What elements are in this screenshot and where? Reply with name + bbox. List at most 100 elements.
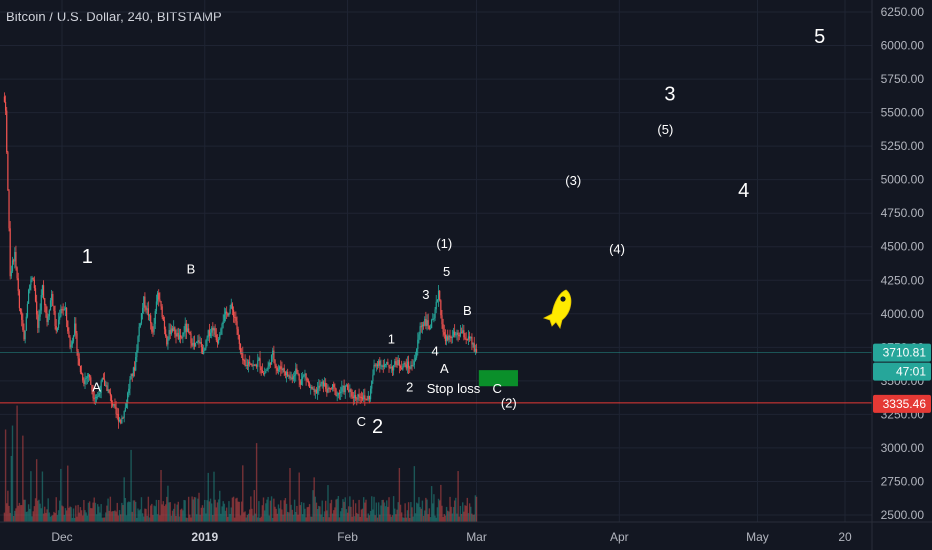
volume-bar (398, 467, 401, 522)
candle-body (378, 360, 380, 367)
volume-bar (473, 514, 475, 522)
volume-bar (281, 509, 283, 522)
volume-bar (326, 510, 328, 522)
candle-body (352, 396, 354, 399)
volume-bar (339, 511, 342, 522)
candle-body (449, 335, 451, 338)
volume-bar (145, 508, 147, 522)
candle-body (130, 373, 132, 380)
candle-body (288, 375, 290, 377)
candle-body (243, 360, 245, 362)
volume-bar (350, 506, 352, 522)
candle-body (330, 388, 333, 390)
candle-body (432, 319, 434, 321)
volume-bar (246, 515, 249, 522)
candle-body (146, 308, 148, 310)
volume-bar (310, 516, 312, 522)
volume-bar (251, 508, 253, 522)
candle-body (331, 384, 334, 389)
candle-body (361, 397, 364, 400)
volume-bar (12, 516, 15, 522)
volume-bar (456, 513, 458, 522)
candle-body (275, 365, 277, 368)
volume-bar (418, 497, 420, 522)
candle-body (448, 335, 450, 340)
volume-bar (321, 500, 323, 522)
volume-bar (45, 512, 47, 522)
candle-body (382, 365, 384, 367)
volume-bar (453, 500, 456, 522)
candle-body (459, 332, 462, 337)
candle-body (369, 388, 372, 400)
candle-body (249, 361, 251, 364)
candle-body (93, 398, 95, 400)
volume-bar (128, 501, 130, 522)
candle-body (133, 367, 136, 371)
wave-label: (2) (501, 396, 517, 411)
candle-body (260, 367, 262, 371)
candle-body (98, 393, 100, 397)
time-axis-label: May (746, 530, 769, 544)
volume-bar (248, 509, 251, 522)
volume-bar (225, 507, 228, 522)
candle-body (261, 370, 263, 374)
price-axis-label: 5750.00 (881, 72, 925, 86)
volume-bar (442, 516, 444, 522)
volume-bar (31, 516, 33, 522)
volume-bar (111, 511, 114, 522)
candle-body (429, 328, 432, 330)
volume-bar (231, 497, 234, 522)
volume-bar (152, 515, 154, 522)
volume-bar (333, 510, 335, 522)
volume-bar (427, 514, 429, 522)
volume-bar (40, 508, 42, 522)
volume-bar (343, 501, 345, 522)
volume-bar (306, 507, 308, 522)
price-axis-label: 3000.00 (881, 441, 925, 455)
volume-bar (297, 514, 299, 522)
candle-body (89, 374, 91, 378)
volume-bar (421, 500, 424, 522)
volume-bar (201, 505, 204, 522)
volume-bar (277, 504, 280, 522)
volume-bar (92, 502, 94, 522)
volume-bar (425, 497, 427, 522)
volume-bar (35, 459, 38, 522)
volume-bar (120, 514, 122, 522)
candle-body (232, 309, 235, 317)
volume-bar (253, 490, 255, 522)
volume-bar (328, 517, 330, 522)
price-axis[interactable]: 6250.00 6000.00 5750.00 5500.00 5250.00 5000.… (872, 0, 932, 550)
volume-bar (185, 517, 188, 522)
candle-body (344, 385, 346, 393)
volume-bar (376, 517, 379, 522)
candle-body (381, 365, 383, 367)
candle-body (439, 290, 441, 301)
volume-bar (240, 501, 243, 522)
volume-bar (79, 507, 82, 522)
candle-body (406, 361, 409, 369)
volume-bar (402, 517, 404, 522)
price-axis-label: 6250.00 (881, 5, 925, 19)
volume-bar (6, 503, 8, 522)
volume-bar (322, 516, 325, 522)
volume-bar (462, 502, 464, 522)
volume-bar (17, 505, 19, 522)
volume-bar (394, 508, 396, 522)
volume-bar (174, 503, 176, 522)
volume-bar (417, 503, 419, 522)
volume-bar (80, 510, 83, 522)
candle-body (236, 321, 238, 330)
candle-body (34, 288, 37, 302)
candle-body (299, 380, 301, 385)
volume-bar (286, 511, 289, 522)
volume-bar (137, 508, 139, 522)
candle-body (311, 386, 313, 390)
candle-body (251, 364, 253, 366)
candle-body (18, 290, 20, 309)
candle-body (244, 360, 246, 366)
candle-body (40, 295, 42, 311)
